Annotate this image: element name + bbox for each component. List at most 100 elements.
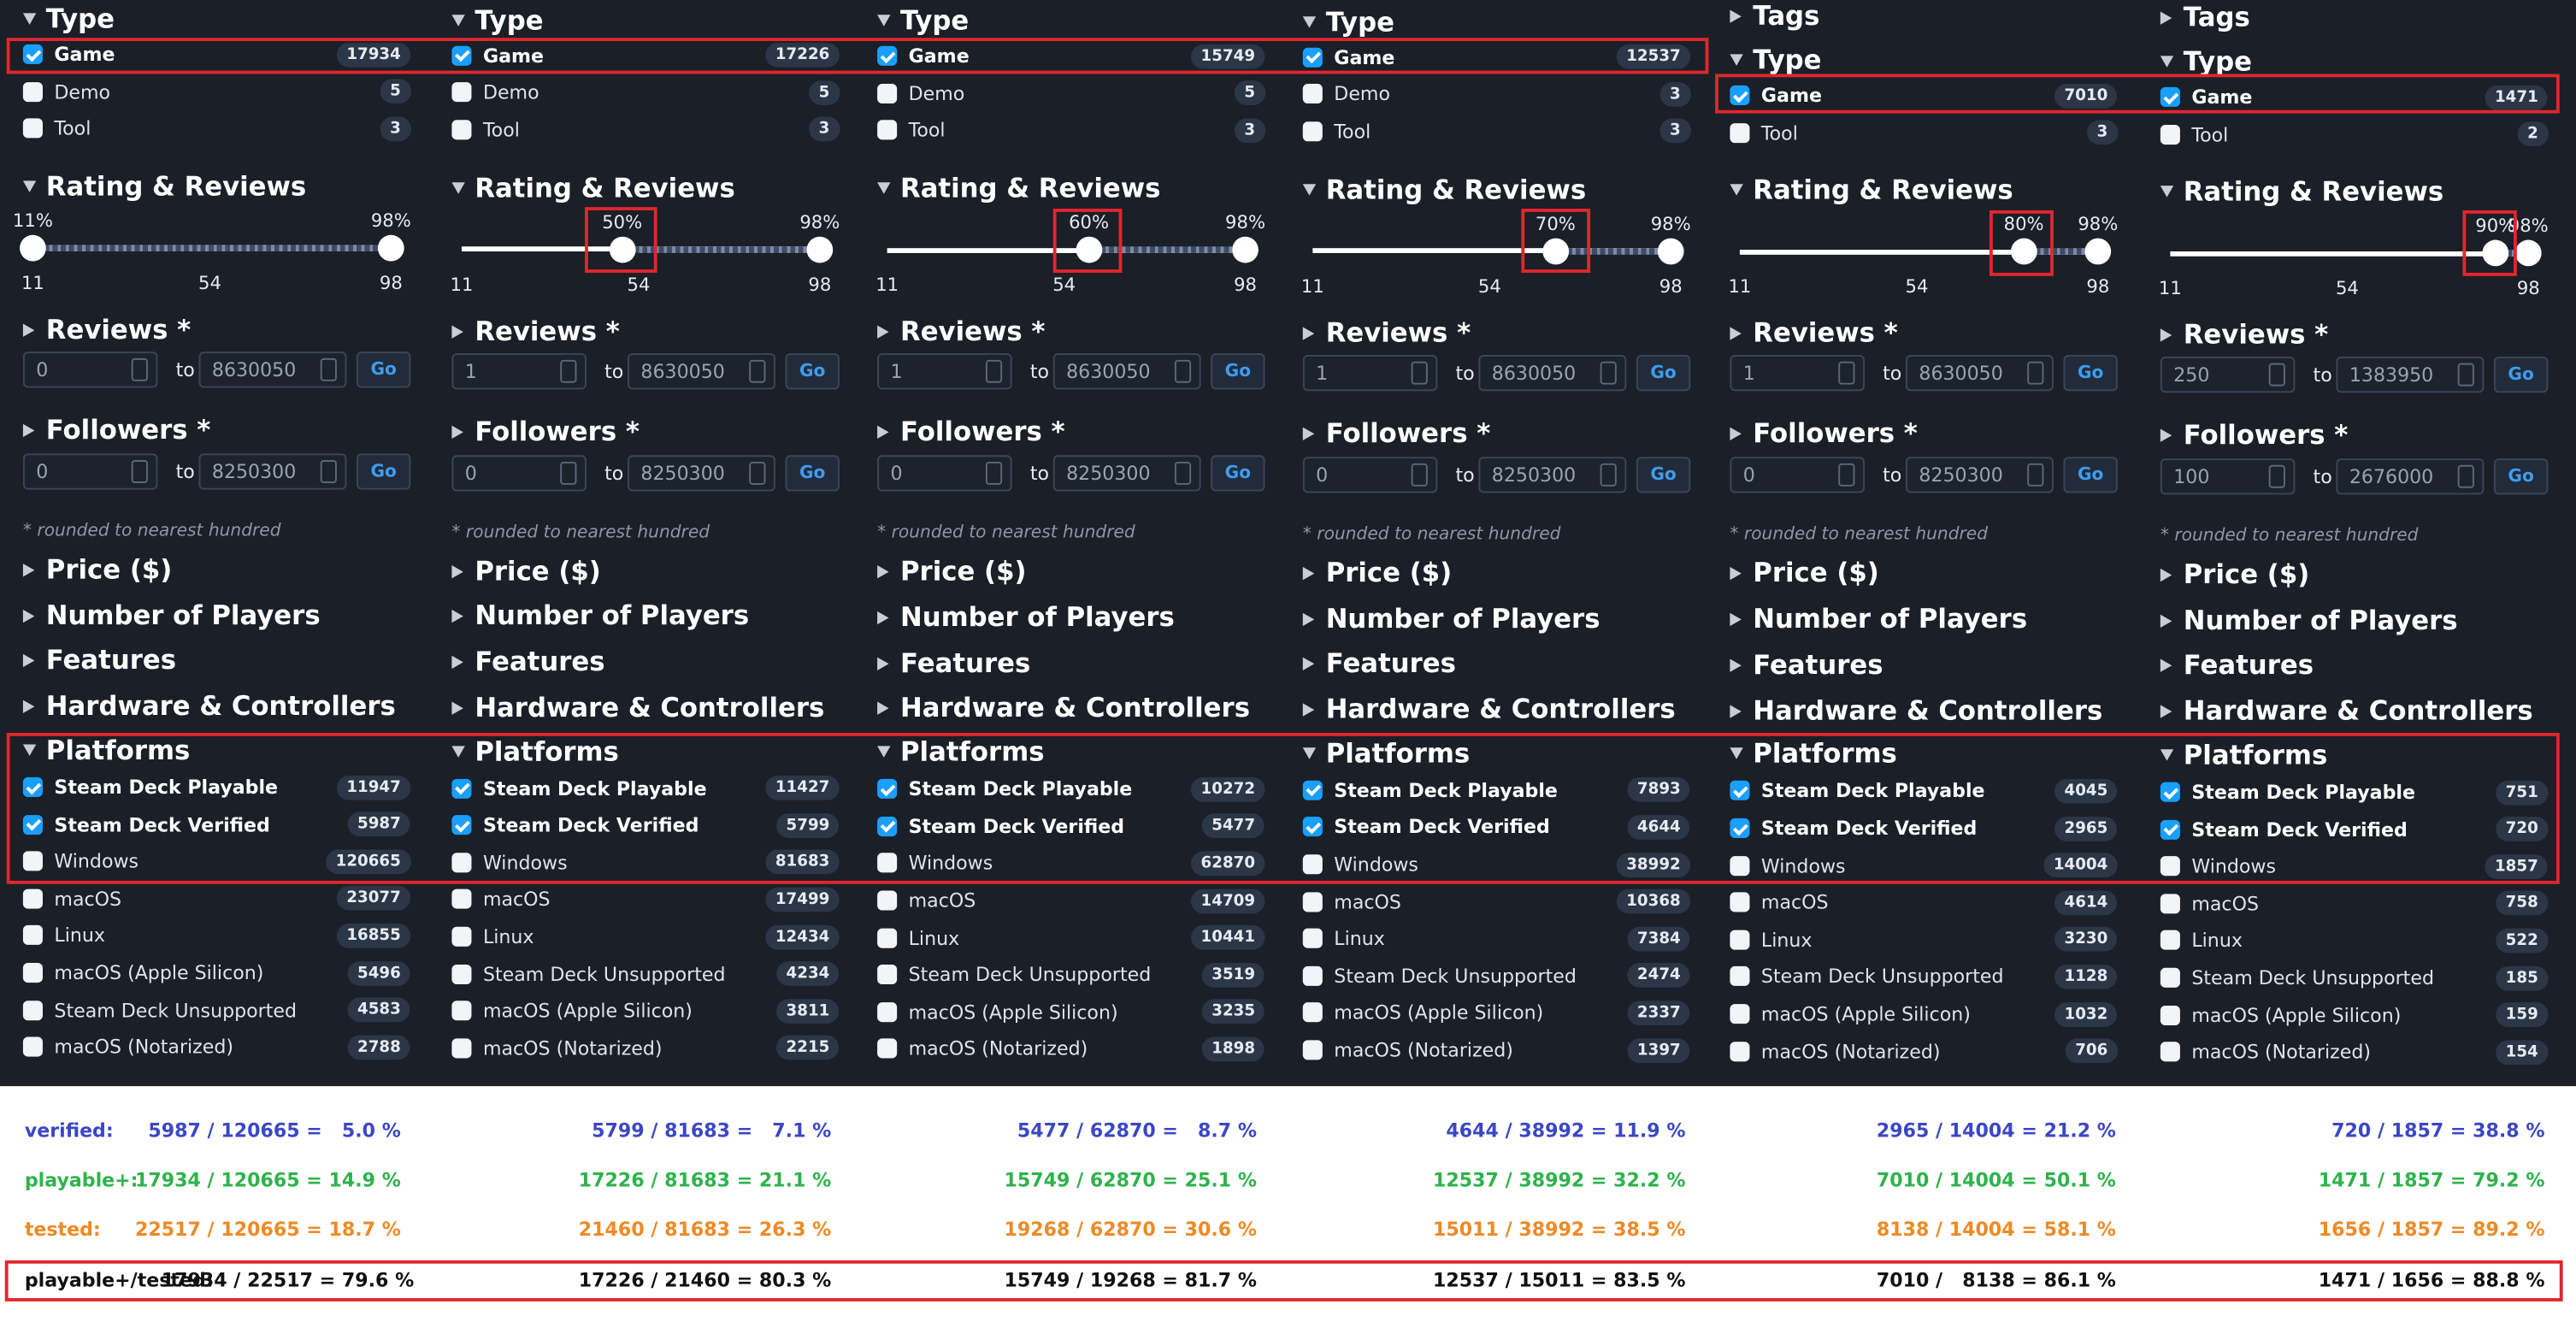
slider-thumb[interactable] [1542,238,1569,264]
section-header[interactable]: Number of Players [1753,603,2028,635]
filter-option[interactable]: macOS (Notarized) [54,1035,234,1059]
section-header[interactable]: Platforms [1753,738,1897,770]
section-header[interactable]: Rating & Reviews [2183,175,2444,208]
go-button[interactable]: Go [1211,353,1265,390]
filter-option[interactable]: macOS (Apple Silicon) [1760,1002,1971,1026]
checkbox[interactable] [1730,86,1750,106]
checkbox[interactable] [877,816,898,836]
checkbox[interactable] [877,1001,898,1022]
filter-option[interactable]: Steam Deck Unsupported [54,998,298,1022]
go-button[interactable]: Go [1636,456,1691,493]
max-input[interactable] [1052,353,1201,390]
filter-option[interactable]: Game [54,42,115,66]
section-header[interactable]: Features [900,646,1031,678]
filter-option[interactable]: Tool [1334,119,1371,143]
section-header[interactable]: Hardware & Controllers [475,691,825,723]
go-button[interactable]: Go [2493,458,2549,495]
checkbox[interactable] [22,1036,43,1057]
checkbox[interactable] [451,964,472,984]
section-header[interactable]: Platforms [45,734,191,766]
section-header[interactable]: Number of Players [2183,604,2458,636]
section-header[interactable]: Tags [1753,0,1820,32]
filter-option[interactable]: Linux [1334,927,1385,951]
section-header[interactable]: Platforms [1325,737,1471,769]
section-header[interactable]: Hardware & Controllers [1325,693,1676,725]
section-header[interactable]: Type [900,5,970,37]
min-input[interactable] [1730,457,1865,494]
spinner[interactable] [560,359,577,382]
filter-option[interactable]: Demo [908,81,965,105]
filter-option[interactable]: Game [1334,45,1395,69]
filter-option[interactable]: Tool [54,116,91,140]
filter-option[interactable]: Windows [54,849,139,873]
min-input[interactable] [877,455,1012,492]
checkbox[interactable] [1302,891,1323,912]
checkbox[interactable] [451,1038,472,1059]
max-input[interactable] [1478,456,1627,493]
spinner[interactable] [320,460,337,483]
checkbox[interactable] [1302,121,1323,141]
section-header[interactable]: Reviews * [2183,318,2329,351]
section-header[interactable]: Features [475,646,605,677]
go-button[interactable]: Go [2063,457,2118,494]
checkbox[interactable] [2160,1005,2180,1025]
spinner[interactable] [1838,362,1855,386]
section-header[interactable]: Followers * [45,414,211,446]
section-header[interactable]: Tags [2183,1,2250,33]
checkbox[interactable] [1302,1040,1323,1060]
slider-thumb[interactable] [1076,237,1102,263]
filter-option[interactable]: Steam Deck Verified [2191,818,2408,841]
section-header[interactable]: Rating & Reviews [1753,174,2013,206]
filter-option[interactable]: Windows [482,850,568,874]
section-header[interactable]: Type [1753,44,1822,77]
filter-option[interactable]: Tool [482,117,520,141]
checkbox[interactable] [1730,122,1750,143]
checkbox[interactable] [877,1039,898,1060]
filter-option[interactable]: Tool [1760,121,1798,145]
spinner[interactable] [985,360,1003,384]
filter-option[interactable]: Demo [482,80,539,104]
checkbox[interactable] [22,888,43,909]
checkbox[interactable] [1302,47,1323,68]
checkbox[interactable] [22,118,43,139]
section-header[interactable]: Followers * [2183,418,2349,451]
filter-option[interactable]: Windows [1760,853,1846,877]
go-button[interactable]: Go [2063,355,2118,393]
checkbox[interactable] [1730,781,1750,801]
spinner[interactable] [2457,464,2474,488]
filter-option[interactable]: Game [482,44,545,68]
filter-option[interactable]: Steam Deck Playable [908,777,1133,801]
go-button[interactable]: Go [2493,356,2549,393]
spinner[interactable] [985,462,1003,486]
filter-option[interactable]: macOS [54,887,122,911]
filter-option[interactable]: Steam Deck Verified [1334,815,1550,839]
checkbox[interactable] [1730,818,1750,838]
spinner[interactable] [2027,362,2044,386]
spinner[interactable] [131,357,148,381]
checkbox[interactable] [451,852,472,872]
filter-option[interactable]: Steam Deck Unsupported [2191,965,2434,989]
checkbox[interactable] [22,963,43,983]
slider-thumb[interactable] [1657,238,1684,264]
checkbox[interactable] [1730,855,1750,876]
checkbox[interactable] [2160,86,2180,107]
checkbox[interactable] [1730,1004,1750,1024]
filter-option[interactable]: Demo [54,80,111,103]
filter-option[interactable]: macOS (Notarized) [2191,1040,2371,1064]
section-header[interactable]: Number of Players [45,599,321,631]
section-header[interactable]: Followers * [475,415,640,446]
checkbox[interactable] [877,83,898,103]
min-input[interactable] [451,352,587,389]
max-input[interactable] [1906,355,2054,393]
checkbox[interactable] [1730,1041,1750,1061]
filter-option[interactable]: macOS (Notarized) [1760,1039,1941,1063]
checkbox[interactable] [22,925,43,946]
filter-option[interactable]: Linux [908,925,960,949]
checkbox[interactable] [451,82,472,103]
section-header[interactable]: Hardware & Controllers [2183,695,2533,727]
checkbox[interactable] [877,927,898,947]
section-header[interactable]: Type [45,3,115,35]
slider-thumb[interactable] [806,235,834,263]
filter-option[interactable]: Steam Deck Unsupported [1760,965,2004,989]
filter-option[interactable]: macOS [1760,890,1829,914]
